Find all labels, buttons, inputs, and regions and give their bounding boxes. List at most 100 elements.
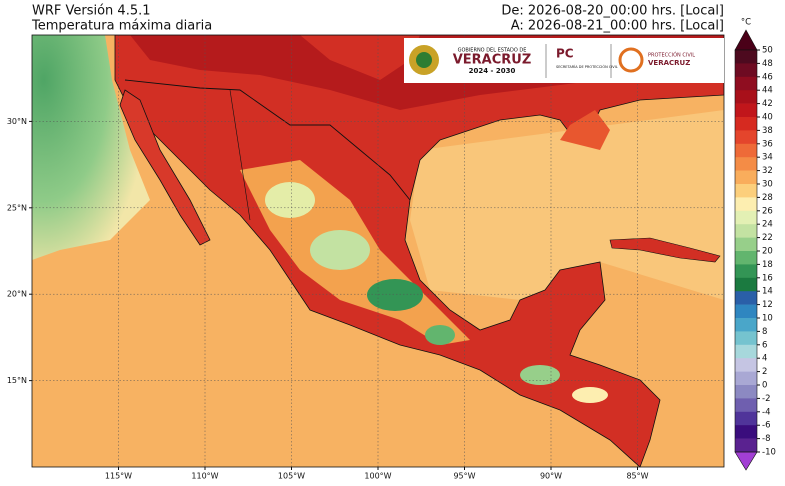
colorbar-unit: °C <box>741 18 751 28</box>
state-borders <box>229 89 251 221</box>
colorbar-band <box>735 170 757 185</box>
colorbar-band <box>735 251 757 265</box>
colorbar-label: 26 <box>762 206 773 216</box>
border <box>124 79 411 201</box>
pacific-cool <box>32 35 150 260</box>
x-tick-label: 115°W <box>105 472 132 481</box>
y-tick-label: 20°N <box>7 290 27 299</box>
colorbar-label: 14 <box>762 287 773 297</box>
logo-banner: GOBIERNO DEL ESTADO DE VERACRUZ 2024 - 2… <box>404 38 724 83</box>
model-title: WRF Versión 4.5.1 <box>32 4 151 19</box>
colorbar-label: 30 <box>762 180 773 190</box>
colorbar-label: 48 <box>762 59 773 69</box>
colorbar-label: 16 <box>762 273 773 283</box>
colorbar-band <box>735 291 757 305</box>
baja-california <box>119 89 211 246</box>
pcv-line1: PROTECCIÓN CIVIL <box>648 52 695 59</box>
y-tick-label: 25°N <box>7 203 27 212</box>
colorbar-label: -10 <box>762 448 776 458</box>
x-tick-label: 95°W <box>453 472 475 481</box>
colorbar-label: -4 <box>762 407 770 417</box>
x-tick-label: 85°W <box>626 472 648 481</box>
colorbar-band <box>735 197 757 212</box>
gulf <box>410 110 724 300</box>
colorbar-band <box>735 371 757 386</box>
sierra <box>520 365 560 385</box>
colorbar-band <box>735 90 757 104</box>
y-tick-label: 15°N <box>7 376 27 385</box>
colorbar-label: 24 <box>762 220 773 230</box>
date-from: De: 2026-08-20_00:00 hrs. [Local] <box>501 4 724 19</box>
colorbar-label: 32 <box>762 166 773 176</box>
x-tick-label: 90°W <box>540 472 562 481</box>
land <box>114 35 724 467</box>
colorbar-band <box>735 304 757 319</box>
colorbar-label: 22 <box>762 233 773 243</box>
colorbar-label: 34 <box>762 153 773 163</box>
colorbar-band <box>735 398 757 413</box>
colorbar-band <box>735 411 757 426</box>
pcv-line2: VERACRUZ <box>648 59 690 67</box>
colorbar-label: 2 <box>762 367 767 377</box>
colorbar-band <box>735 76 757 91</box>
colorbar-band <box>735 438 757 453</box>
colorbar-label: -2 <box>762 394 770 404</box>
sierra <box>572 387 608 403</box>
colorbar-band <box>735 103 757 118</box>
colorbar-band <box>735 157 757 171</box>
colorbar-label: 10 <box>762 314 773 324</box>
map <box>32 35 724 467</box>
colorbar-band <box>735 318 757 332</box>
colorbar: 5048464442403836343230282624222018161412… <box>734 29 776 471</box>
colorbar-band <box>735 344 757 359</box>
gov-name: VERACRUZ <box>453 53 532 68</box>
colorbar-label: 36 <box>762 139 773 149</box>
axes-labels: 115°W 110°W 105°W 100°W 95°W 90°W 85°W 15°N 20°N… <box>7 117 649 481</box>
colorbar-band <box>735 385 757 399</box>
colorbar-band <box>735 143 757 158</box>
colorbar-label: -8 <box>762 434 770 444</box>
colorbar-band <box>735 210 757 225</box>
gov-line: GOBIERNO DEL ESTADO DE <box>458 48 527 54</box>
colorbar-label: -6 <box>762 421 770 431</box>
pcv-emblem <box>618 47 644 73</box>
colorbar-band <box>735 331 757 346</box>
variable-title: Temperatura máxima diaria <box>31 19 212 34</box>
colorbar-band <box>735 224 757 238</box>
x-tick-label: 105°W <box>278 472 305 481</box>
colorbar-band <box>735 277 757 292</box>
colorbar-label: 6 <box>762 340 767 350</box>
colorbar-band <box>735 130 757 145</box>
colorbar-band <box>735 117 757 131</box>
colorbar-label: 40 <box>762 113 773 123</box>
florida <box>560 110 610 150</box>
sierra <box>425 325 455 345</box>
logo-box <box>404 38 724 83</box>
colorbar-label: 46 <box>762 72 773 82</box>
pc-sub: SECRETARÍA DE PROTECCIÓN CIVIL <box>556 64 618 69</box>
colorbar-band <box>735 237 757 252</box>
colorbar-under <box>734 451 758 471</box>
colorbar-label: 44 <box>762 86 773 96</box>
colorbar-label: 38 <box>762 126 773 136</box>
sierra <box>265 182 315 218</box>
colorbar-band <box>735 264 757 279</box>
colorbar-band <box>735 184 757 198</box>
colorbar-over <box>734 29 758 51</box>
colorbar-label: 20 <box>762 247 773 257</box>
cuba <box>609 237 721 263</box>
colorbar-band <box>735 358 757 372</box>
date-to: A: 2026-08-21_00:00 hrs. [Local] <box>511 19 724 34</box>
coat-of-arms-center <box>416 52 432 68</box>
colorbar-band <box>735 50 757 64</box>
colorbar-label: 12 <box>762 300 773 310</box>
colorbar-band <box>735 425 757 439</box>
gov-years: 2024 - 2030 <box>469 67 516 75</box>
colorbar-label: 28 <box>762 193 773 203</box>
x-tick-label: 100°W <box>364 472 391 481</box>
colorbar-label: 50 <box>762 46 773 56</box>
pc-logo: PC <box>556 47 574 61</box>
colorbar-band <box>735 63 757 78</box>
colorbar-label: 8 <box>762 327 767 337</box>
